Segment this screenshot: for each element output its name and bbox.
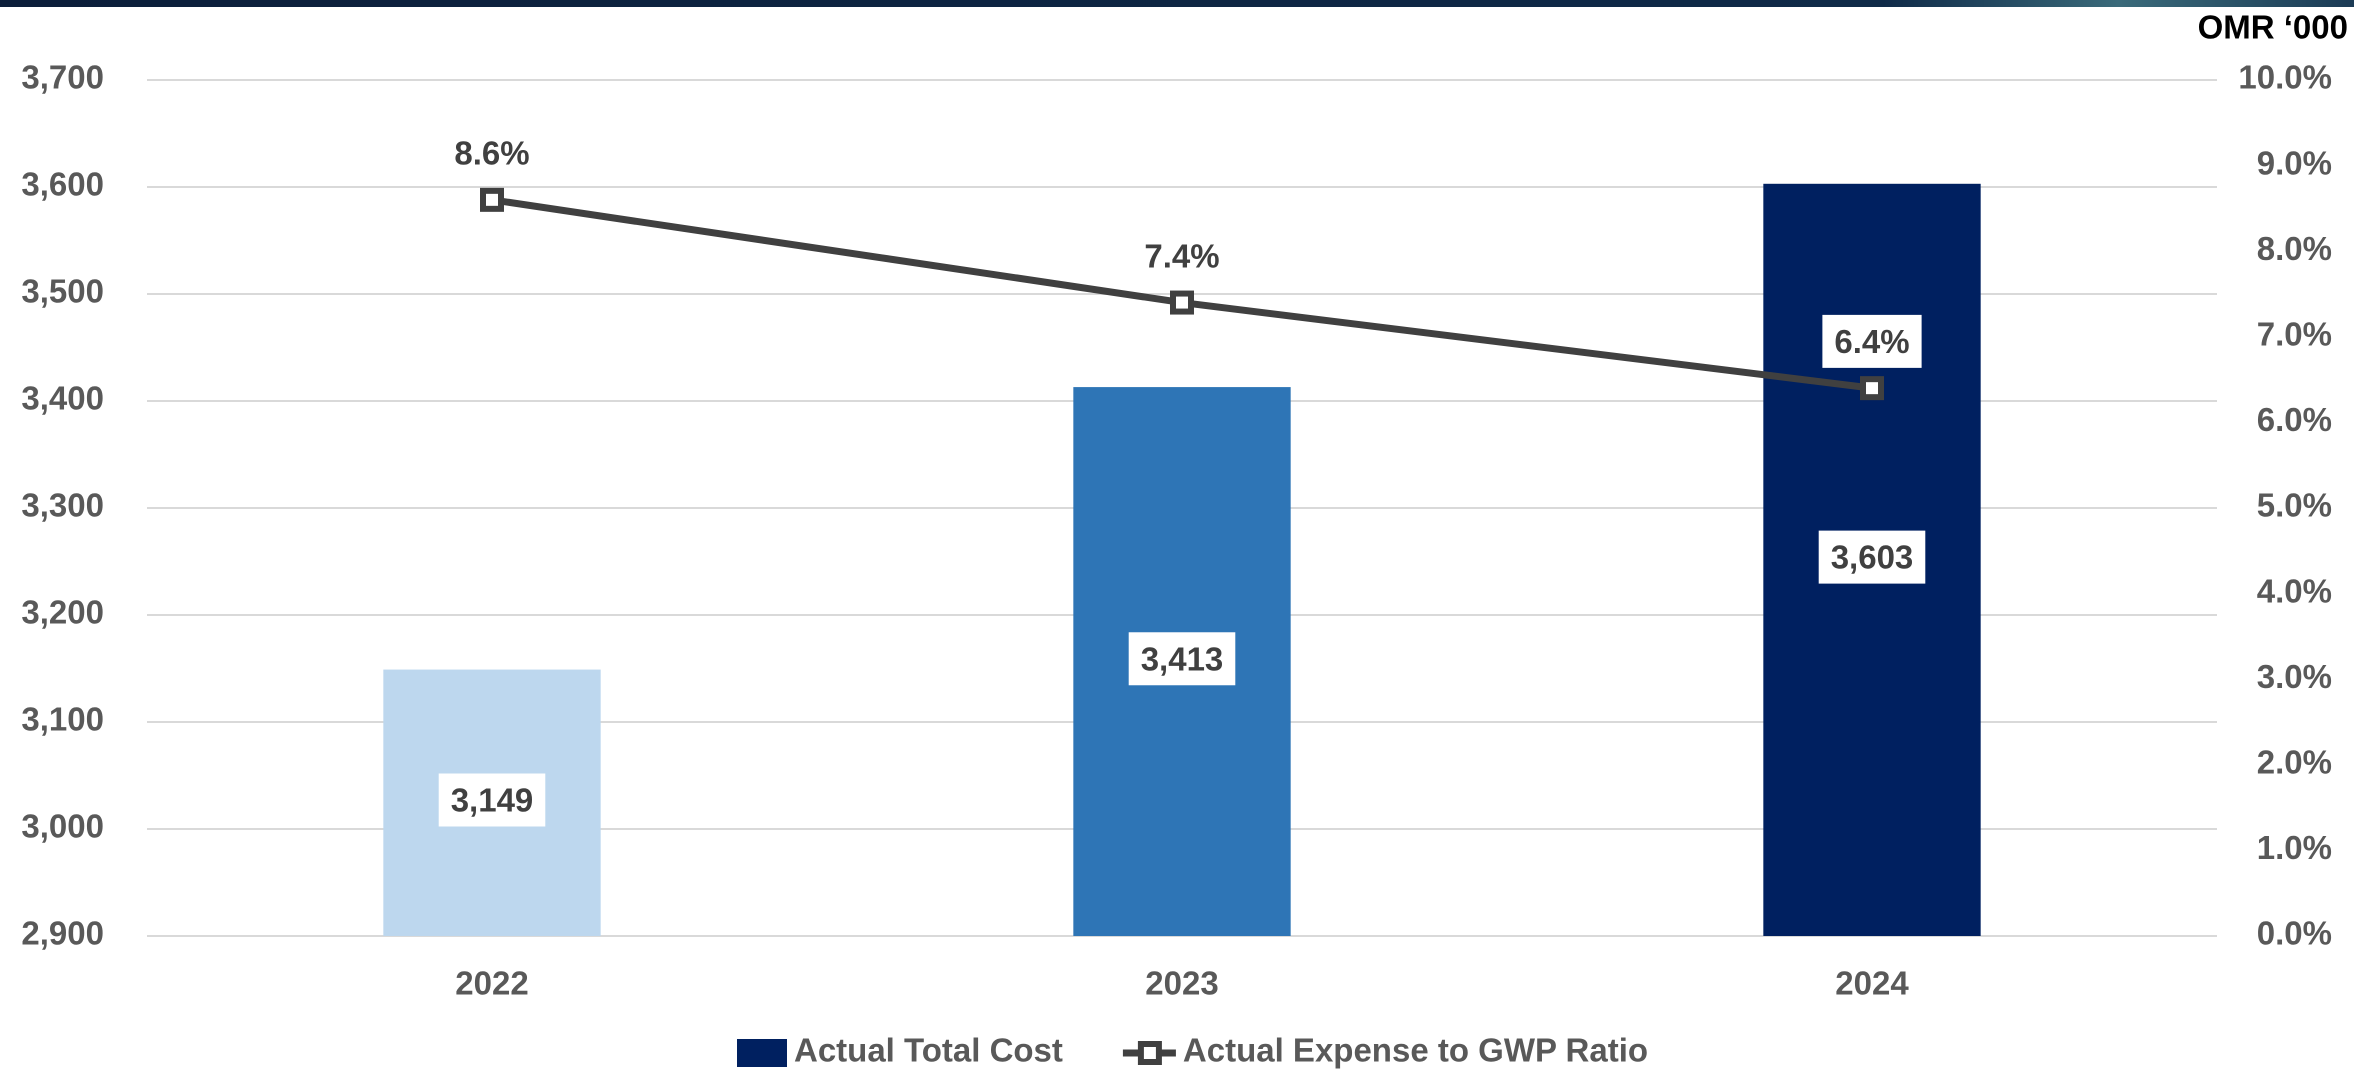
line-value-label: 8.6%: [454, 135, 529, 172]
y-tick-label: 3,400: [21, 380, 104, 417]
label-box: [442, 126, 542, 180]
y2-tick-label: 3.0%: [2257, 658, 2332, 695]
label-box: [1132, 229, 1232, 283]
y-tick-label: 3,000: [21, 808, 104, 845]
y2-tick-label: 6.0%: [2257, 401, 2332, 438]
line-value-label: 7.4%: [1144, 237, 1219, 274]
y2-tick-label: 5.0%: [2257, 487, 2332, 524]
y-tick-label: 2,900: [21, 915, 104, 952]
line-marker: [1170, 290, 1194, 315]
legend-marker: [1137, 1041, 1162, 1065]
legend-label: Actual Total Cost: [794, 1032, 1063, 1069]
line-value-label: 6.4%: [1834, 323, 1909, 360]
y2-tick-label: 9.0%: [2257, 144, 2332, 181]
bar-value-label: 3,413: [1141, 640, 1224, 677]
header-band: [0, 0, 2354, 7]
unit-label: OMR ‘000: [2198, 9, 2348, 46]
y-tick-label: 3,500: [21, 273, 104, 310]
y-tick-label: 3,700: [21, 59, 104, 96]
y2-tick-label: 0.0%: [2257, 915, 2332, 952]
legend-label: Actual Expense to GWP Ratio: [1183, 1032, 1648, 1069]
y2-tick-label: 7.0%: [2257, 316, 2332, 353]
y-tick-label: 3,600: [21, 166, 104, 203]
legend-swatch: [737, 1039, 787, 1067]
bar-value-label: 3,149: [451, 782, 534, 819]
x-tick-label: 2024: [1835, 965, 1909, 1002]
y-tick-label: 3,100: [21, 701, 104, 738]
y2-tick-label: 8.0%: [2257, 230, 2332, 267]
label-box: [1818, 530, 1926, 584]
line-marker: [480, 187, 504, 212]
y2-tick-label: 4.0%: [2257, 572, 2332, 609]
x-tick-label: 2023: [1145, 965, 1218, 1002]
bar-value-label: 3,603: [1831, 539, 1914, 576]
y-tick-label: 3,200: [21, 594, 104, 631]
label-box: [1822, 314, 1922, 368]
label-box: [438, 773, 546, 827]
line-marker: [1860, 376, 1884, 401]
y2-tick-label: 1.0%: [2257, 829, 2332, 866]
y2-tick-label: 2.0%: [2257, 744, 2332, 781]
y2-tick-label: 10.0%: [2238, 59, 2332, 96]
y-tick-label: 3,300: [21, 487, 104, 524]
label-box: [1128, 632, 1236, 686]
x-tick-label: 2022: [455, 965, 528, 1002]
